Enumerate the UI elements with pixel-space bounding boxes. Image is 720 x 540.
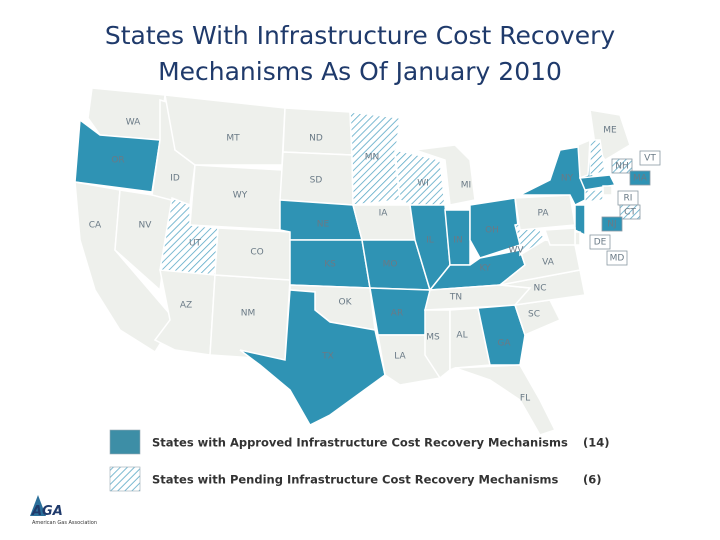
legend-count: (14) [583,436,610,450]
state-label: NY [561,174,574,184]
state-label: VT [644,154,656,164]
state-label: IL [426,236,434,246]
state-label: LA [394,352,406,362]
state-label: ID [170,174,180,184]
state-label: CA [89,221,102,231]
state-callout-box [601,216,623,232]
legend-count: (6) [583,473,602,487]
state-label: AR [391,309,403,319]
state-label: SD [310,176,323,186]
state [424,309,451,380]
state-label: MD [610,254,625,264]
state-label: OH [485,226,499,236]
legend: States with Approved Infrastructure Cost… [109,429,610,492]
state-label: TN [449,293,462,303]
state-label: MT [226,134,240,144]
state-label: IA [379,209,389,219]
legend-swatch [109,429,141,455]
state-label: MO [383,260,398,270]
state-callout-box [611,158,633,174]
state [164,94,286,166]
state-callout-box [639,150,661,166]
state-label: NJ [607,220,616,230]
state-label: MN [365,153,380,163]
state-callout-box [629,170,651,186]
state-label: NH [615,162,629,172]
state-label: KS [324,260,336,270]
state [282,107,353,156]
legend-label: States with Pending Infrastructure Cost … [152,473,559,487]
title-line: Mechanisms As Of January 2010 [158,57,562,86]
state-label: IN [453,236,462,246]
state-label: MS [426,333,440,343]
state-label: WI [417,179,429,189]
state-label: DE [594,238,607,248]
logo-name: American Gas Association [32,520,97,526]
state-label: CT [624,208,636,218]
logo: AGA American Gas Association [30,495,97,526]
state [469,197,521,259]
state [574,204,586,237]
state-label: UT [189,239,202,249]
state-label: VA [542,258,555,268]
state-callout-box [606,250,628,266]
us-map: WA OR CA NV ID MT WY UT AZ NM CO ND SD NE KS OK TX MN IA MO… [74,87,661,436]
state [602,185,613,196]
state-label: NC [533,284,546,294]
state-label: NM [241,309,256,319]
state-label: PA [537,209,549,219]
state-label: ME [603,126,617,136]
state-label: SC [528,310,540,320]
state-label: OK [339,298,353,308]
state-label: WA [126,118,141,128]
state [543,227,576,246]
state [454,364,557,436]
logo-mark: AGA [31,504,63,519]
state-label: NE [317,220,330,230]
legend-label: States with Approved Infrastructure Cost… [152,436,568,450]
state-label: TX [321,352,334,362]
state-label: KY [479,264,491,274]
state [477,304,526,366]
legend-swatch [109,466,141,492]
state-label: AL [456,331,467,341]
state [87,87,166,141]
state-label: MI [461,181,471,191]
state-callout-box [589,234,611,250]
title-line: States With Infrastructure Cost Recovery [105,21,616,50]
state-label: WY [233,191,248,201]
state [589,139,606,176]
state [239,289,386,426]
state [414,144,476,206]
state-label: ND [309,134,323,144]
state-label: CO [250,248,263,258]
state [584,189,604,203]
state-label: NV [139,221,153,231]
state-label: FL [520,394,530,404]
state-label: GA [497,339,511,349]
state-label: AZ [180,301,192,311]
state-label: RI [624,194,633,204]
state [577,138,591,180]
state-label: MA [633,174,648,184]
state-callout-box [619,204,641,220]
state-label: OR [111,156,124,166]
state-label: WV [508,246,524,256]
logo-flame [30,495,46,516]
